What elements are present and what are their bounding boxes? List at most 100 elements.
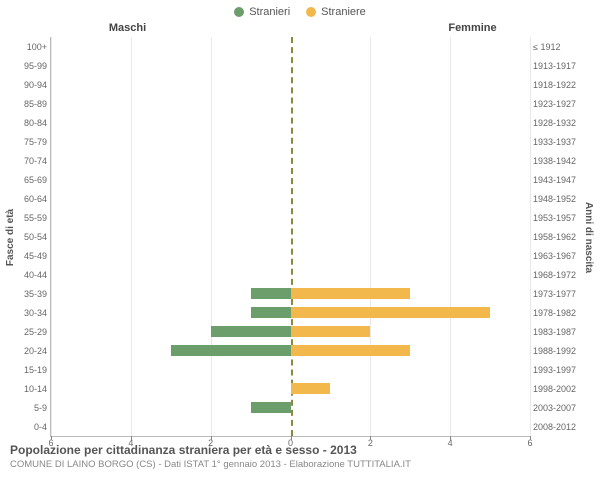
- data-row: [51, 189, 530, 208]
- birth-label: 1923-1927: [533, 94, 582, 113]
- female-half: [291, 189, 531, 208]
- age-label: 55-59: [18, 208, 47, 227]
- bar-male: [171, 345, 291, 356]
- data-row: [51, 208, 530, 227]
- x-axis-labels: 6420246: [51, 438, 530, 452]
- birth-label: 1993-1997: [533, 361, 582, 380]
- age-label: 65-69: [18, 170, 47, 189]
- male-half: [51, 360, 291, 379]
- birth-label: 1918-1922: [533, 75, 582, 94]
- x-tick: [291, 436, 292, 440]
- data-row: [51, 227, 530, 246]
- bar-male: [251, 402, 291, 413]
- x-tick: [450, 436, 451, 440]
- legend-label-male: Stranieri: [249, 6, 290, 18]
- x-tick: [370, 436, 371, 440]
- data-row: [51, 322, 530, 341]
- female-half: [291, 303, 531, 322]
- birth-label: 2003-2007: [533, 399, 582, 418]
- female-half: [291, 417, 531, 436]
- birth-label: 1958-1962: [533, 227, 582, 246]
- female-half: [291, 113, 531, 132]
- chart-zone: Fasce di età 100+95-9990-9485-8980-8475-…: [0, 37, 600, 437]
- male-half: [51, 132, 291, 151]
- male-half: [51, 379, 291, 398]
- x-tick: [211, 436, 212, 440]
- age-label: 40-44: [18, 266, 47, 285]
- female-half: [291, 246, 531, 265]
- female-half: [291, 37, 531, 56]
- bar-female: [291, 345, 411, 356]
- y-axis-left-title: Fasce di età: [4, 37, 18, 437]
- data-row: [51, 170, 530, 189]
- age-label: 30-34: [18, 304, 47, 323]
- female-half: [291, 265, 531, 284]
- male-half: [51, 341, 291, 360]
- data-row: [51, 284, 530, 303]
- y-axis-right-title: Anni di nascita: [582, 37, 596, 437]
- age-label: 50-54: [18, 227, 47, 246]
- age-label: 100+: [18, 37, 47, 56]
- data-row: [51, 303, 530, 322]
- female-half: [291, 284, 531, 303]
- x-tick: [51, 436, 52, 440]
- female-half: [291, 208, 531, 227]
- male-half: [51, 417, 291, 436]
- birth-label: 1913-1917: [533, 56, 582, 75]
- birth-label: 1953-1957: [533, 208, 582, 227]
- data-row: [51, 151, 530, 170]
- male-half: [51, 75, 291, 94]
- male-half: [51, 284, 291, 303]
- panel-titles: Maschi Femmine: [0, 22, 600, 34]
- legend-dot-male: [234, 7, 244, 17]
- data-row: [51, 94, 530, 113]
- y-axis-age-labels: 100+95-9990-9485-8980-8475-7970-7465-696…: [18, 37, 50, 437]
- data-row: [51, 265, 530, 284]
- female-half: [291, 75, 531, 94]
- male-half: [51, 37, 291, 56]
- data-row: [51, 56, 530, 75]
- birth-label: 1998-2002: [533, 380, 582, 399]
- panel-title-male: Maschi: [0, 22, 300, 34]
- female-half: [291, 151, 531, 170]
- male-half: [51, 113, 291, 132]
- age-label: 20-24: [18, 342, 47, 361]
- legend: Stranieri Straniere: [0, 0, 600, 20]
- data-row: [51, 341, 530, 360]
- data-row: [51, 37, 530, 56]
- birth-label: 1943-1947: [533, 170, 582, 189]
- panel-title-female: Femmine: [300, 22, 600, 34]
- legend-dot-female: [306, 7, 316, 17]
- female-half: [291, 379, 531, 398]
- female-half: [291, 398, 531, 417]
- data-row: [51, 246, 530, 265]
- age-label: 15-19: [18, 361, 47, 380]
- y-axis-birth-labels: ≤ 19121913-19171918-19221923-19271928-19…: [530, 37, 582, 437]
- male-half: [51, 151, 291, 170]
- age-label: 5-9: [18, 399, 47, 418]
- bar-female: [291, 383, 331, 394]
- birth-label: 1933-1937: [533, 132, 582, 151]
- birth-label: 1948-1952: [533, 189, 582, 208]
- male-half: [51, 208, 291, 227]
- bar-male: [211, 326, 291, 337]
- female-half: [291, 94, 531, 113]
- data-row: [51, 360, 530, 379]
- data-row: [51, 417, 530, 436]
- bar-male: [251, 307, 291, 318]
- age-label: 75-79: [18, 132, 47, 151]
- male-half: [51, 227, 291, 246]
- birth-label: ≤ 1912: [533, 37, 582, 56]
- age-label: 25-29: [18, 323, 47, 342]
- birth-label: 1973-1977: [533, 285, 582, 304]
- male-half: [51, 303, 291, 322]
- bar-female: [291, 307, 491, 318]
- caption-subtitle: COMUNE DI LAINO BORGO (CS) - Dati ISTAT …: [10, 459, 592, 470]
- data-row: [51, 132, 530, 151]
- female-half: [291, 56, 531, 75]
- male-half: [51, 322, 291, 341]
- bar-female: [291, 288, 411, 299]
- legend-item-male: Stranieri: [234, 6, 290, 18]
- female-half: [291, 132, 531, 151]
- data-row: [51, 113, 530, 132]
